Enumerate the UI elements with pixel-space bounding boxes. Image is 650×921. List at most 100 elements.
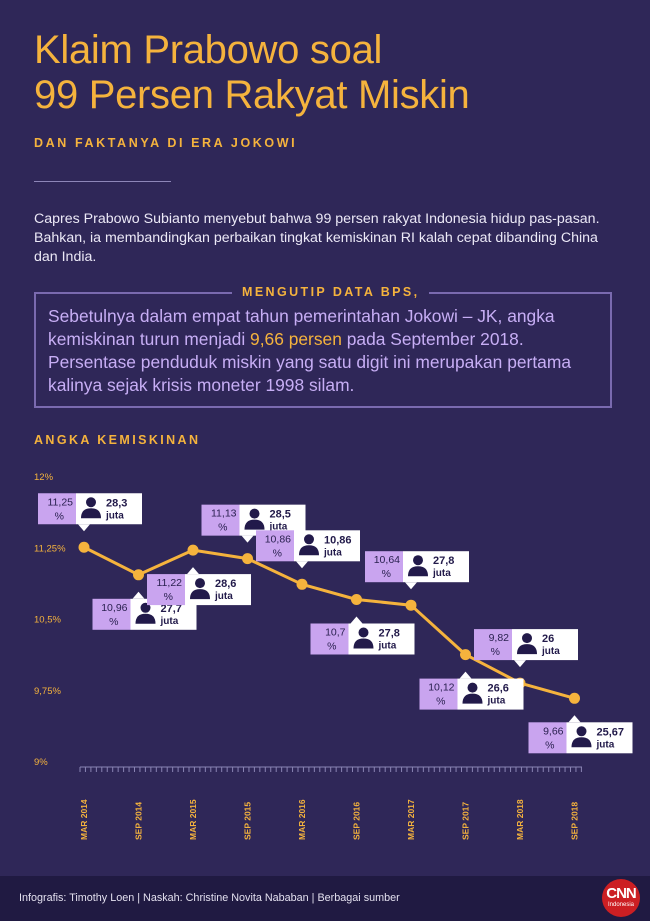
data-point — [78, 541, 90, 553]
person-icon — [299, 545, 319, 556]
x-tick-label: SEP 2015 — [243, 802, 253, 840]
x-tick-label: MAR 2016 — [297, 799, 307, 840]
value-box — [38, 493, 76, 525]
callout-pointer — [514, 660, 526, 668]
data-point — [242, 553, 253, 565]
person-icon — [304, 534, 314, 545]
value-unit: % — [109, 616, 118, 628]
people-box — [457, 678, 524, 710]
value-label: 9,82 — [489, 632, 510, 644]
value-box — [92, 598, 131, 630]
value-label: 10,7 — [325, 627, 346, 639]
people-box — [348, 623, 415, 655]
x-tick-label: SEP 2018 — [570, 802, 580, 840]
person-icon — [86, 497, 96, 508]
value-label: 10,64 — [374, 554, 400, 566]
people-box — [185, 574, 251, 606]
people-count: 26,6 — [488, 683, 509, 695]
page-subtitle: DAN FAKTANYA DI ERA JOKOWI — [34, 136, 298, 150]
x-tick-label: SEP 2016 — [352, 802, 362, 840]
x-tick-label: MAR 2015 — [188, 799, 198, 840]
data-point — [296, 578, 308, 590]
callout-pointer — [405, 582, 417, 590]
quote-label: MENGUTIP DATA BPS, — [232, 285, 430, 299]
data-point — [133, 569, 144, 581]
quote-text-before: Sebetulnya dalam empat tahun pemerintaha… — [48, 306, 555, 349]
quote-text: Sebetulnya dalam empat tahun pemerintaha… — [48, 305, 598, 397]
person-icon — [413, 555, 423, 566]
callout-pointer — [296, 561, 308, 569]
person-icon — [571, 737, 592, 748]
logo-text-indonesia: Indonesia — [607, 902, 635, 908]
y-tick-label: 10,5% — [34, 615, 61, 626]
value-unit: % — [545, 739, 554, 751]
people-count: 27,8 — [433, 555, 454, 567]
x-tick-label: SEP 2017 — [461, 802, 471, 840]
value-label: 9,66 — [543, 725, 564, 737]
quote-highlight: 9,66 persen — [250, 329, 342, 349]
value-label: 10,96 — [101, 602, 127, 614]
people-unit: juta — [432, 568, 451, 579]
value-box — [419, 678, 458, 710]
value-unit: % — [436, 696, 445, 708]
person-icon — [244, 519, 265, 530]
people-box — [403, 551, 469, 583]
value-label: 10,86 — [265, 533, 291, 545]
value-label: 11,22 — [157, 577, 183, 589]
people-count: 25,67 — [597, 726, 625, 738]
people-unit: juta — [323, 547, 342, 558]
quote-text-after: pada September 2018. Persentase penduduk… — [48, 329, 571, 395]
logo-text-cnn: CNN — [606, 885, 637, 902]
data-point — [187, 544, 199, 556]
value-label: 11,25 — [48, 496, 74, 508]
value-box — [201, 504, 240, 536]
person-icon — [190, 589, 210, 600]
people-unit: juta — [160, 616, 179, 627]
callout-pointer — [187, 567, 199, 575]
person-icon — [140, 602, 151, 613]
person-icon — [135, 613, 156, 624]
title-line-2: 99 Persen Rakyat Miskin — [34, 73, 470, 117]
value-box — [528, 722, 567, 754]
people-count: 27,8 — [379, 628, 400, 640]
people-box — [512, 629, 578, 661]
callout-pointer — [78, 524, 90, 532]
data-point — [460, 649, 471, 661]
people-box — [76, 493, 142, 525]
footer: Infografis: Timothy Loen | Naskah: Chris… — [0, 876, 650, 921]
people-count: 26 — [542, 633, 554, 645]
footer-credits: Infografis: Timothy Loen | Naskah: Chris… — [19, 892, 400, 904]
title-divider — [34, 181, 171, 182]
value-box — [310, 623, 349, 655]
people-unit: juta — [105, 510, 124, 521]
people-box — [566, 722, 633, 754]
people-unit: juta — [487, 696, 506, 707]
people-count: 10,86 — [324, 534, 352, 546]
people-box — [294, 530, 360, 562]
chart-section-label: ANGKA KEMISKINAN — [34, 433, 201, 447]
people-unit: juta — [378, 641, 397, 652]
person-icon — [81, 508, 101, 519]
callout-pointer — [241, 535, 254, 543]
person-icon — [517, 644, 537, 655]
y-tick-label: 9,75% — [34, 686, 61, 697]
data-point — [351, 594, 362, 605]
people-unit: juta — [214, 591, 233, 602]
value-unit: % — [382, 568, 391, 580]
page-title: Klaim Prabowo soal 99 Persen Rakyat Misk… — [34, 28, 470, 118]
intro-paragraph: Capres Prabowo Subianto menyebut bahwa 9… — [34, 211, 600, 265]
value-box — [256, 530, 294, 562]
people-unit: juta — [541, 646, 560, 657]
value-unit: % — [273, 547, 282, 559]
person-icon — [353, 638, 374, 649]
data-point — [405, 599, 417, 611]
person-icon — [408, 566, 428, 577]
person-icon — [522, 633, 532, 644]
people-count: 27,7 — [161, 603, 182, 615]
callout-pointer — [459, 671, 472, 679]
people-unit: juta — [269, 522, 288, 533]
value-unit: % — [218, 522, 227, 534]
x-tick-label: MAR 2017 — [406, 799, 416, 840]
person-icon — [358, 627, 369, 638]
callout-pointer — [350, 616, 363, 624]
